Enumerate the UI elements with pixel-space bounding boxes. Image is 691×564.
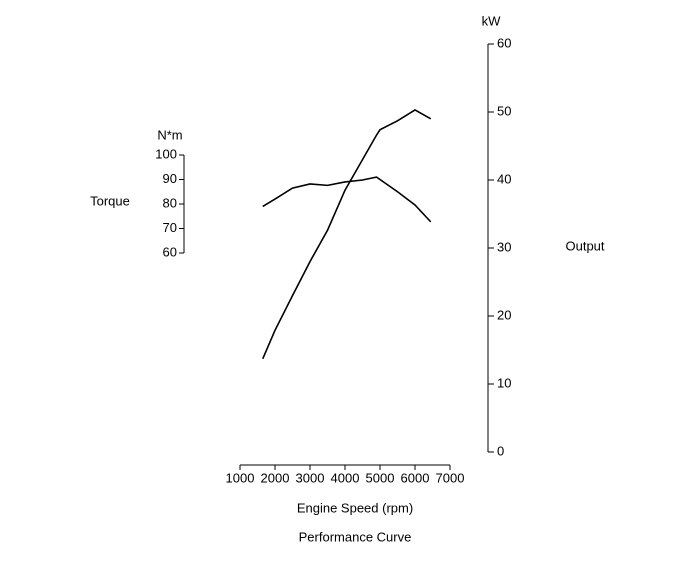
y2-tick-label: 20 bbox=[497, 307, 511, 322]
series-line bbox=[262, 109, 432, 360]
x-tick-label: 3000 bbox=[296, 470, 325, 485]
y-tick-label: 90 bbox=[163, 171, 177, 186]
y2-tick-label: 60 bbox=[497, 35, 511, 50]
x-tick-label: 2000 bbox=[261, 470, 290, 485]
series-line bbox=[262, 176, 432, 223]
y2-tick-label: 50 bbox=[497, 103, 511, 118]
y-tick-label: 80 bbox=[163, 195, 177, 210]
y-axis-label: Torque bbox=[90, 193, 130, 208]
chart-title: Performance Curve bbox=[299, 529, 412, 544]
x-axis-label: Engine Speed (rpm) bbox=[297, 500, 413, 515]
x-tick-label: 4000 bbox=[331, 470, 360, 485]
y-tick-label: 60 bbox=[163, 244, 177, 259]
y-tick-label: 100 bbox=[155, 146, 177, 161]
y-axis-unit: N*m bbox=[157, 127, 182, 142]
y2-tick-label: 30 bbox=[497, 239, 511, 254]
y2-tick-label: 10 bbox=[497, 375, 511, 390]
x-tick-label: 7000 bbox=[436, 470, 465, 485]
x-tick-label: 1000 bbox=[226, 470, 255, 485]
x-tick-label: 6000 bbox=[401, 470, 430, 485]
y-tick-label: 70 bbox=[163, 220, 177, 235]
y2-tick-label: 40 bbox=[497, 171, 511, 186]
x-tick-label: 5000 bbox=[366, 470, 395, 485]
y2-tick-label: 0 bbox=[497, 443, 504, 458]
y2-axis-label: Output bbox=[565, 238, 604, 253]
y2-axis-unit: kW bbox=[482, 13, 502, 28]
